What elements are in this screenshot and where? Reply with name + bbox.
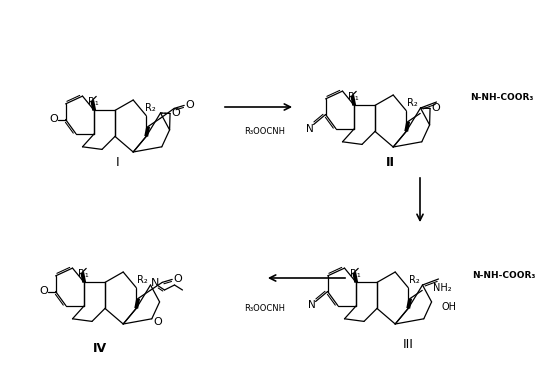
- Text: R₁: R₁: [88, 97, 98, 107]
- Text: O: O: [39, 286, 48, 296]
- Text: O: O: [174, 274, 183, 285]
- Text: R₃OOCNH: R₃OOCNH: [245, 304, 286, 313]
- Text: R₁: R₁: [348, 92, 358, 102]
- Text: O: O: [432, 104, 440, 113]
- Text: N-NH-COOR₃: N-NH-COOR₃: [471, 94, 534, 102]
- Text: III: III: [402, 338, 414, 351]
- Text: R₂: R₂: [407, 99, 418, 108]
- Text: R₁: R₁: [78, 269, 88, 279]
- Text: O: O: [153, 317, 162, 327]
- Text: R₂: R₂: [137, 275, 148, 285]
- Text: R₂: R₂: [145, 104, 155, 113]
- Text: O: O: [49, 115, 58, 125]
- Text: N: N: [306, 123, 314, 133]
- Text: NH₂: NH₂: [433, 283, 451, 293]
- Text: O: O: [172, 108, 181, 118]
- Text: R₃OOCNH: R₃OOCNH: [245, 127, 286, 136]
- Text: R₁: R₁: [349, 269, 361, 279]
- Text: I: I: [116, 157, 120, 170]
- Text: O: O: [186, 100, 195, 110]
- Text: II: II: [386, 157, 395, 170]
- Text: N: N: [151, 278, 160, 288]
- Text: OH: OH: [442, 302, 457, 312]
- Text: N: N: [307, 301, 315, 311]
- Text: R₂: R₂: [409, 275, 420, 285]
- Text: IV: IV: [93, 342, 107, 354]
- Text: N-NH-COOR₃: N-NH-COOR₃: [472, 270, 536, 280]
